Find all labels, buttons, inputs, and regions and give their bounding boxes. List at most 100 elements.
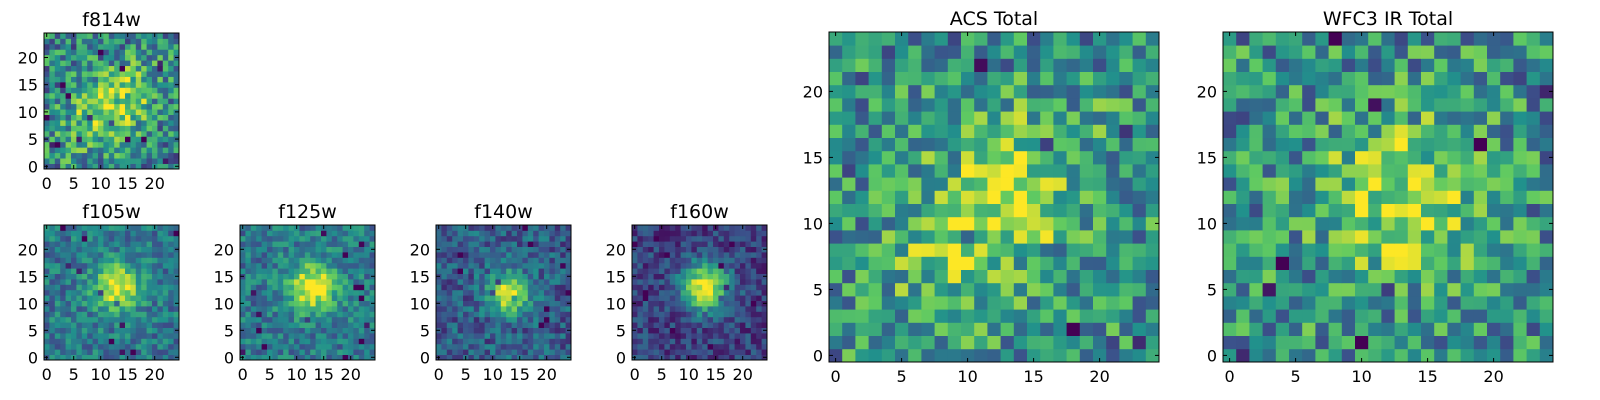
heatmap-cell [1460, 322, 1475, 336]
heatmap-cell [1000, 282, 1015, 297]
heatmap-cell [54, 327, 61, 334]
heatmap-cell [146, 136, 153, 143]
heatmap-cell [707, 327, 714, 334]
heatmap-cell [267, 268, 273, 274]
heatmap-cell [152, 279, 158, 285]
heatmap-cell [65, 338, 72, 345]
heatmap-cell [81, 349, 88, 355]
heatmap-cell [1262, 137, 1277, 152]
heatmap-cell [49, 120, 56, 126]
heatmap-cell [527, 333, 534, 339]
heatmap-cell [146, 338, 153, 345]
heatmap-cell [299, 235, 306, 242]
heatmap-cell [729, 289, 735, 296]
heatmap-cell [1223, 164, 1237, 178]
heatmap-cell [81, 225, 88, 231]
heatmap-cell [1368, 256, 1382, 270]
heatmap-cell [60, 33, 66, 39]
heatmap-cell [500, 252, 507, 258]
heatmap-cell [1513, 216, 1527, 231]
heatmap-cell [691, 311, 698, 318]
heatmap-cell [947, 216, 962, 231]
heatmap-cell [686, 230, 692, 237]
heatmap-cell [756, 306, 762, 312]
heatmap-cell [256, 338, 262, 345]
heatmap-cell [65, 43, 72, 50]
heatmap-cell [457, 257, 464, 264]
heatmap-cell [146, 38, 153, 45]
heatmap-cell [756, 257, 762, 264]
heatmap-cell [637, 235, 644, 242]
heatmap-cell [446, 279, 453, 285]
heatmap-cell [1027, 164, 1041, 178]
heatmap-cell [829, 243, 843, 257]
axes-frame-f140w [435, 224, 572, 361]
heatmap-cell [560, 349, 566, 355]
heatmap-cell [1526, 84, 1541, 99]
heatmap-cell [141, 60, 147, 67]
heatmap-cell [1053, 203, 1067, 218]
heatmap-cell [1223, 230, 1237, 244]
heatmap-cell [452, 349, 458, 355]
heatmap-cell [680, 306, 687, 312]
heatmap-cell [135, 152, 142, 159]
heatmap-cell [1145, 203, 1160, 218]
heatmap-cell [659, 300, 665, 307]
heatmap-cell [895, 137, 909, 152]
heatmap-cell [549, 327, 556, 334]
heatmap-cell [76, 65, 83, 72]
heatmap-cell [1355, 124, 1369, 138]
heatmap-cell [1275, 348, 1290, 363]
heatmap-cell [1368, 296, 1382, 310]
heatmap-cell [315, 295, 322, 301]
heatmap-cell [653, 289, 660, 296]
heatmap-cell [1500, 335, 1514, 350]
heatmap-cell [81, 33, 88, 39]
heatmap-cell [1119, 203, 1133, 218]
heatmap-cell [135, 43, 142, 50]
heatmap-cell [987, 309, 1001, 323]
heatmap-cell [642, 327, 649, 334]
heatmap-cell [490, 268, 496, 274]
heatmap-cell [527, 343, 534, 350]
heatmap-cell [119, 257, 126, 264]
heatmap-cell [44, 43, 50, 50]
heatmap-cell [675, 349, 681, 355]
heatmap-cell [92, 322, 99, 328]
heatmap-cell [664, 252, 671, 258]
heatmap-cell [829, 309, 843, 323]
heatmap-cell [1066, 296, 1081, 310]
heatmap-cell [141, 241, 147, 247]
heatmap-cell [1302, 296, 1316, 310]
heatmap-cell [173, 92, 180, 99]
x-tick-label: 10 [679, 365, 699, 384]
heatmap-cell [337, 343, 343, 350]
heatmap-cell [119, 230, 126, 237]
heatmap-cell [1460, 282, 1475, 297]
heatmap-cell [544, 289, 550, 296]
heatmap-cell [868, 84, 883, 99]
heatmap-cell [342, 268, 349, 274]
heatmap-cell [675, 257, 681, 264]
heatmap-cell [987, 32, 1001, 46]
heatmap-cell [554, 252, 561, 258]
heatmap-cell [261, 322, 268, 328]
heatmap-cell [718, 230, 725, 237]
heatmap-cell [974, 309, 988, 323]
heatmap-cell [881, 32, 896, 46]
heatmap-cell [119, 60, 126, 67]
heatmap-cell [1513, 296, 1527, 310]
y-tick-label: 0 [1207, 346, 1217, 365]
heatmap-cell [1013, 282, 1028, 297]
heatmap-cell [490, 262, 496, 269]
heatmap-cell [702, 349, 708, 355]
heatmap-cell [1289, 348, 1303, 363]
heatmap-cell [119, 338, 126, 345]
heatmap-cell [1355, 203, 1369, 218]
heatmap-cell [934, 282, 949, 297]
heatmap-cell [669, 354, 676, 361]
heatmap-cell [479, 279, 485, 285]
heatmap-cell [125, 71, 131, 77]
heatmap-cell [653, 262, 660, 269]
heatmap-cell [1434, 348, 1448, 363]
